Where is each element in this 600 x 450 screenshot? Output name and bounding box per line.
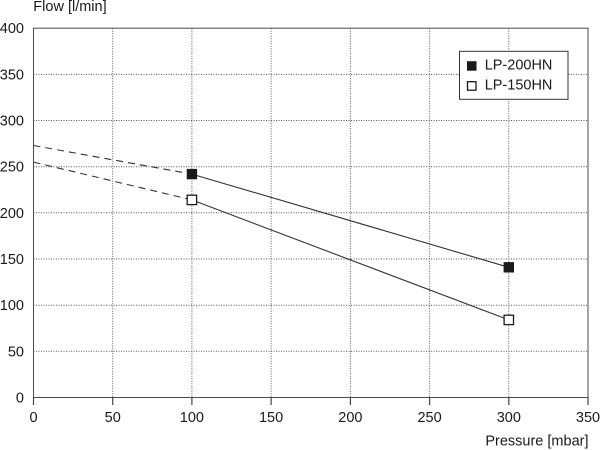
svg-text:250: 250 xyxy=(417,410,441,426)
svg-text:150: 150 xyxy=(0,252,24,268)
svg-text:Flow [l/min]: Flow [l/min] xyxy=(33,0,106,15)
svg-text:Pressure [mbar]: Pressure [mbar] xyxy=(485,434,588,450)
svg-text:200: 200 xyxy=(338,410,362,426)
svg-text:300: 300 xyxy=(0,114,24,130)
svg-text:350: 350 xyxy=(576,410,600,426)
svg-text:350: 350 xyxy=(0,67,24,83)
svg-text:0: 0 xyxy=(29,410,37,426)
svg-text:100: 100 xyxy=(180,410,204,426)
svg-text:200: 200 xyxy=(0,206,24,222)
svg-text:300: 300 xyxy=(497,410,521,426)
svg-text:50: 50 xyxy=(105,410,121,426)
svg-text:250: 250 xyxy=(0,160,24,176)
svg-text:100: 100 xyxy=(0,298,24,314)
svg-text:400: 400 xyxy=(0,21,24,37)
svg-text:LP-200HN: LP-200HN xyxy=(485,57,553,73)
svg-text:0: 0 xyxy=(16,391,24,407)
svg-text:150: 150 xyxy=(259,410,283,426)
svg-text:LP-150HN: LP-150HN xyxy=(485,77,553,93)
svg-text:50: 50 xyxy=(8,344,24,360)
